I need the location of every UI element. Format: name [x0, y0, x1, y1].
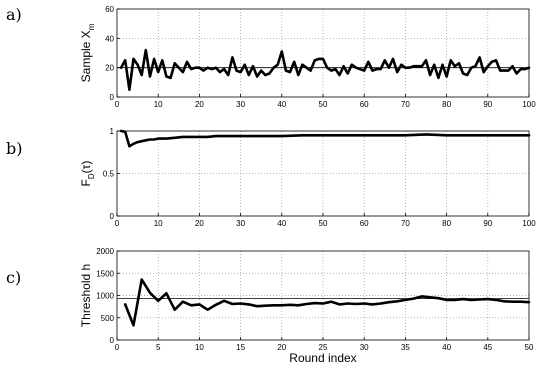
x-tick-label: 20: [277, 343, 286, 352]
x-tick-label: 40: [277, 219, 286, 228]
y-axis-label: Threshold h: [79, 264, 93, 327]
x-tick-label: 25: [319, 343, 328, 352]
y-tick-label: 2000: [96, 247, 114, 256]
series-line: [123, 278, 531, 327]
x-tick-label: 5: [156, 343, 161, 352]
x-axis-label: Round index: [289, 351, 356, 365]
x-tick-label: 20: [195, 219, 204, 228]
x-tick-label: 35: [401, 343, 410, 352]
x-tick-label: 30: [360, 343, 369, 352]
x-tick-label: 0: [115, 343, 120, 352]
x-tick-label: 60: [360, 100, 369, 109]
panel-1: 0 10 20 30 40 50 60 70 80 90 100 0 20 40 60 Sample Xm a): [6, 5, 536, 109]
panel-label: c): [6, 268, 21, 287]
y-axis-label: Sample Xm: [79, 23, 96, 82]
x-tick-label: 45: [483, 343, 492, 352]
x-tick-label: 100: [522, 100, 536, 109]
x-tick-label: 40: [277, 100, 286, 109]
y-tick-label: 0: [110, 93, 115, 102]
y-tick-label: 500: [101, 314, 115, 323]
x-tick-label: 90: [483, 100, 492, 109]
x-tick-label: 20: [195, 100, 204, 109]
x-tick-label: 60: [360, 219, 369, 228]
x-tick-label: 50: [319, 219, 328, 228]
x-tick-label: 100: [522, 219, 536, 228]
x-tick-label: 50: [525, 343, 534, 352]
x-tick-label: 80: [442, 219, 451, 228]
x-tick-label: 30: [236, 219, 245, 228]
panel-label: b): [6, 139, 22, 158]
panel-2: 0 10 20 30 40 50 60 70 80 90 100 0 0.5 1 FD(τ) b): [6, 127, 536, 228]
x-tick-label: 0: [115, 219, 120, 228]
x-tick-label: 10: [154, 100, 163, 109]
panel-label: a): [6, 5, 22, 24]
panel-3: 0 5 10 15 20 25 30 35 40 45 500500100015002000Thre…: [6, 247, 534, 365]
y-tick-label: 1: [110, 127, 115, 136]
x-tick-label: 90: [483, 219, 492, 228]
x-tick-label: 10: [154, 219, 163, 228]
x-tick-label: 80: [442, 100, 451, 109]
x-tick-label: 30: [236, 100, 245, 109]
x-tick-label: 10: [195, 343, 204, 352]
y-tick-label: 20: [105, 64, 114, 73]
y-tick-label: 0: [110, 336, 115, 345]
x-tick-label: 15: [236, 343, 245, 352]
x-tick-label: 70: [401, 219, 410, 228]
y-tick-label: 0: [110, 212, 115, 221]
y-tick-label: 40: [105, 34, 114, 43]
series-line: [119, 48, 531, 91]
y-axis-label: FD(τ): [79, 161, 96, 187]
series-line: [119, 129, 531, 148]
axes-frame: [116, 8, 530, 98]
x-tick-label: 40: [442, 343, 451, 352]
y-tick-label: 1500: [96, 269, 114, 278]
x-tick-label: 70: [401, 100, 410, 109]
y-tick-label: 1000: [96, 292, 114, 301]
y-tick-label: 0.5: [103, 170, 115, 179]
x-tick-label: 0: [115, 100, 120, 109]
y-tick-label: 60: [105, 5, 114, 14]
x-tick-label: 50: [319, 100, 328, 109]
